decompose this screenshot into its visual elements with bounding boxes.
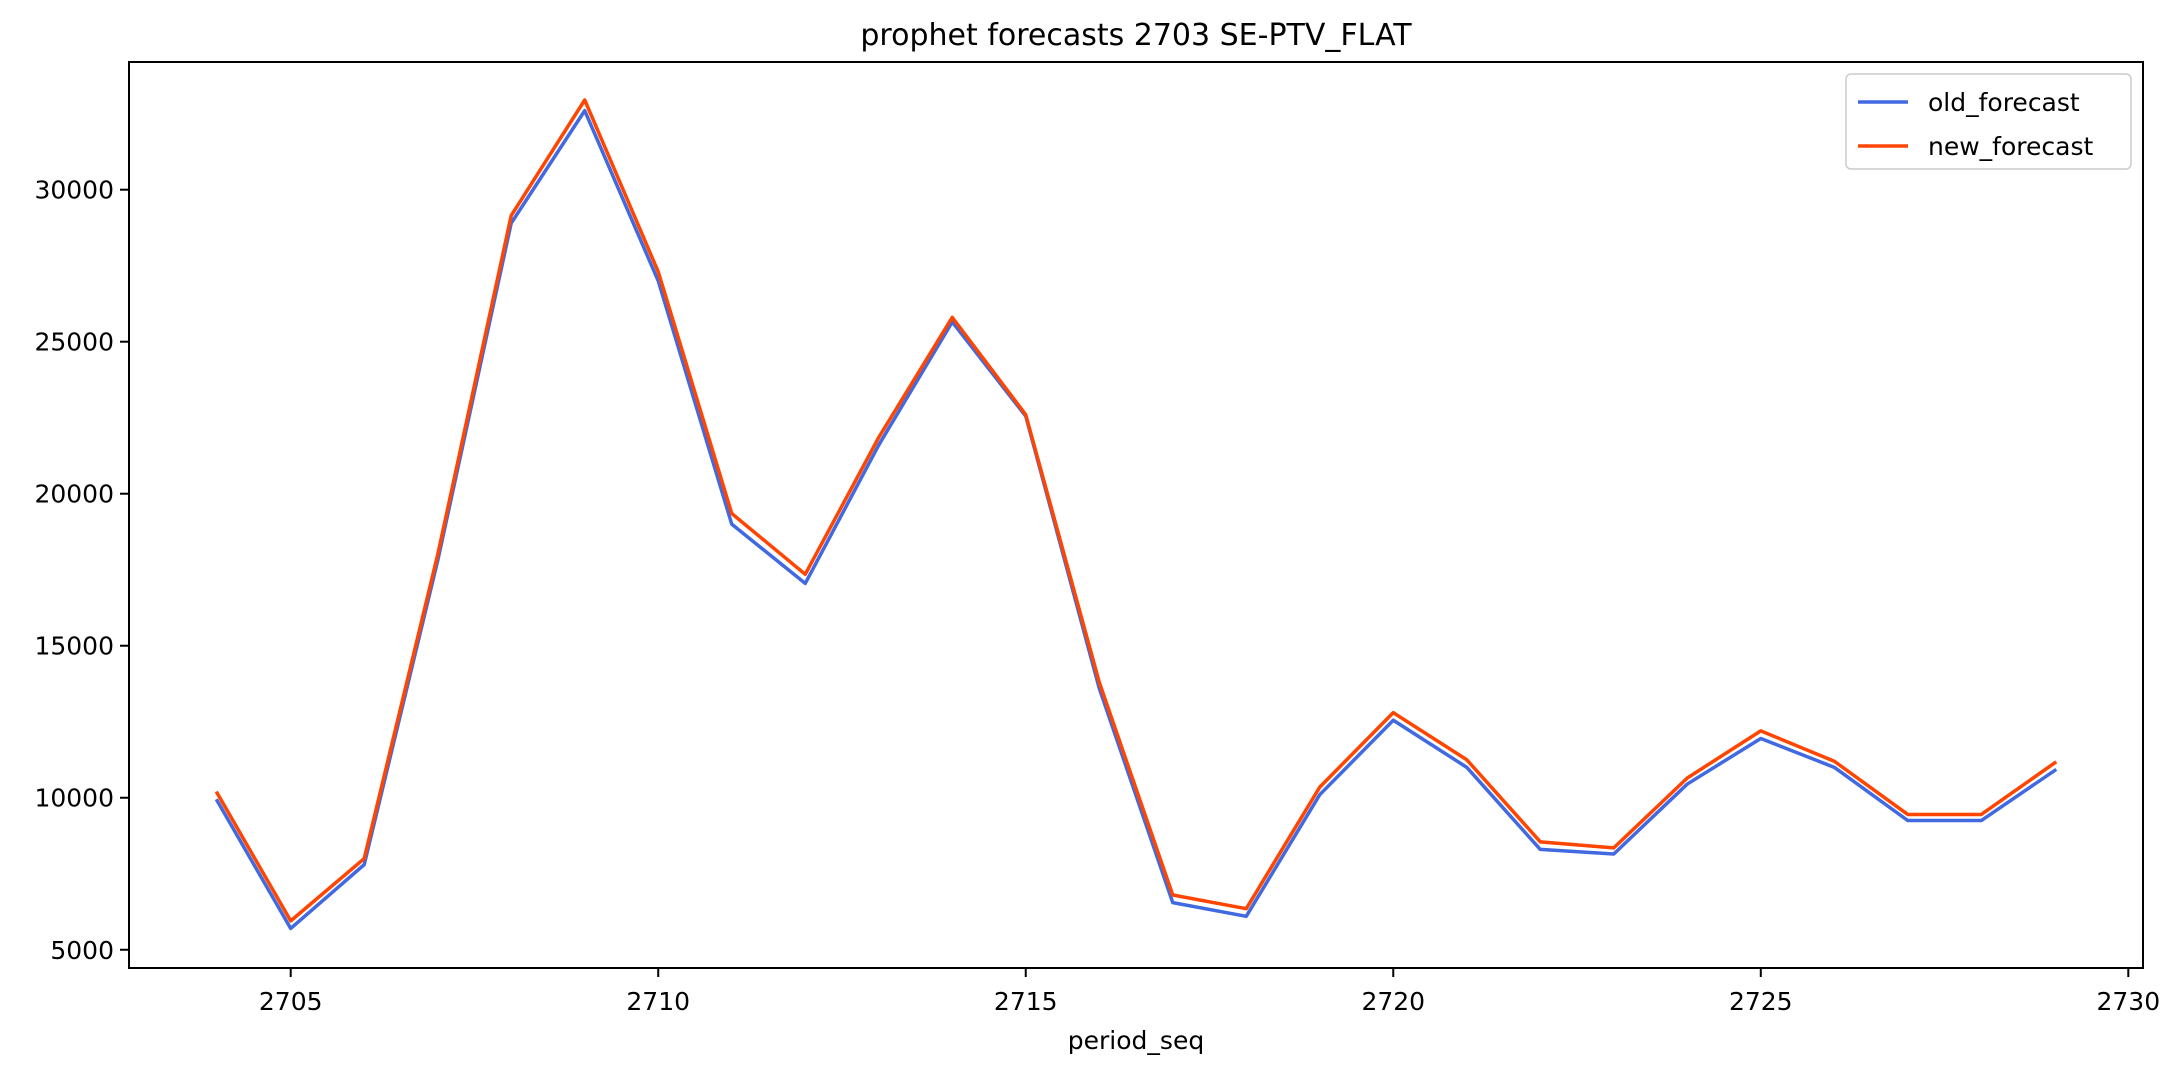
x-tick-label: 2710 xyxy=(626,987,690,1016)
y-tick-label: 20000 xyxy=(34,480,114,509)
legend-entry: old_forecast xyxy=(1928,88,2080,117)
y-tick-label: 25000 xyxy=(34,328,114,357)
y-axis: 5000 10000 15000 20000 25000 30000 xyxy=(34,176,129,965)
y-tick-label: 10000 xyxy=(34,784,114,813)
chart-title: prophet forecasts 2703 SE-PTV_FLAT xyxy=(860,18,1412,53)
legend: old_forecast new_forecast xyxy=(1845,73,2132,170)
series-line-new-forecast xyxy=(214,98,2058,923)
x-tick-label: 2715 xyxy=(994,987,1058,1016)
x-axis: 2705 2710 2715 2720 2725 2730 xyxy=(259,968,2160,1016)
legend-entry: new_forecast xyxy=(1928,132,2093,161)
x-tick-label: 2720 xyxy=(1361,987,1425,1016)
legend-box xyxy=(1845,73,2132,170)
y-tick-label: 5000 xyxy=(50,936,114,965)
y-tick-label: 15000 xyxy=(34,632,114,661)
x-tick-label: 2705 xyxy=(259,987,323,1016)
plot-area-frame xyxy=(128,61,2144,969)
x-axis-label: period_seq xyxy=(1068,1026,1204,1055)
x-tick-label: 2730 xyxy=(2096,987,2160,1016)
series-line-old-forecast xyxy=(214,108,2058,931)
y-tick-label: 30000 xyxy=(34,176,114,205)
x-tick-label: 2725 xyxy=(1729,987,1793,1016)
series-layer xyxy=(214,98,2058,931)
